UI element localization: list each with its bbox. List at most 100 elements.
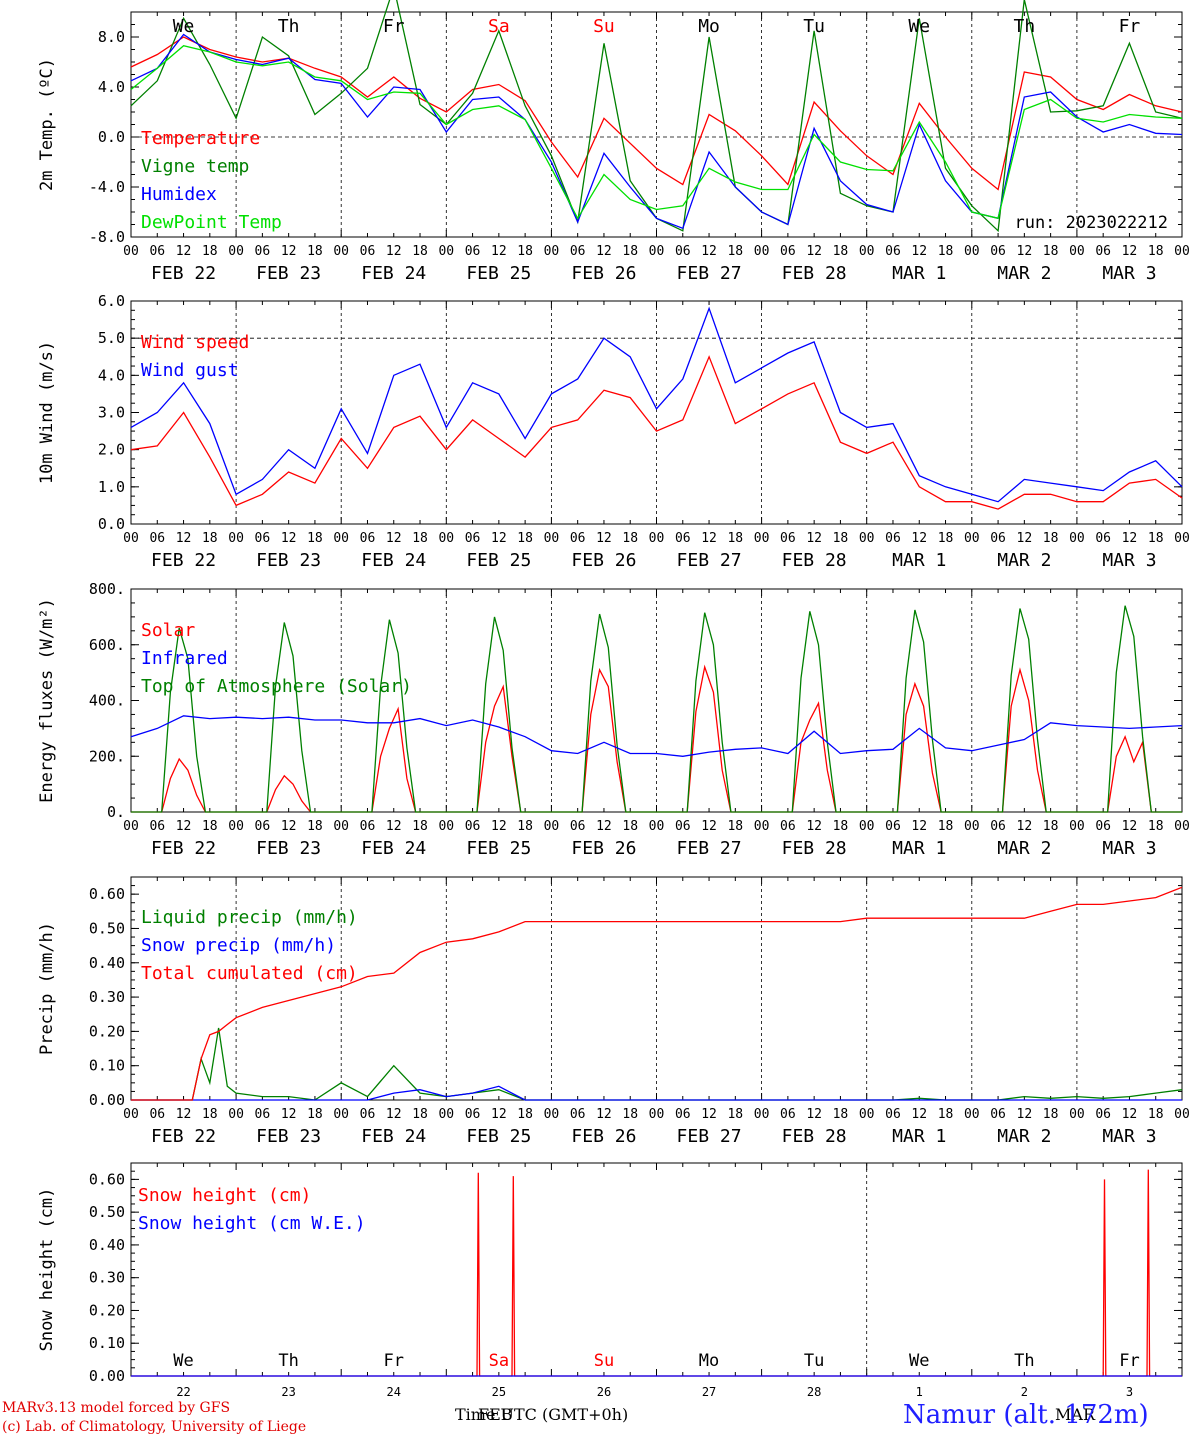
date-label: FEB 26 (571, 1126, 636, 1147)
hour-tick-label: 18 (412, 1107, 428, 1122)
hour-tick-label: 12 (806, 244, 822, 259)
x-axis-title-mar: MAR (1055, 1405, 1095, 1424)
series-line-blue (131, 1085, 1182, 1101)
hour-tick-label: 06 (149, 531, 165, 546)
date-label: FEB 24 (361, 263, 426, 284)
y-axis-label: 10m Wind (m/s) (37, 341, 57, 484)
weekday-label: Sa (488, 16, 510, 37)
hour-tick-label: 12 (176, 244, 192, 259)
y-tick-label: 0.10 (89, 1057, 125, 1075)
x-axis-title-feb: FEB (478, 1405, 513, 1424)
legend-entry: Infrared (141, 648, 228, 669)
hour-tick-label: 00 (228, 819, 244, 834)
hour-tick-label: 06 (675, 531, 691, 546)
date-label: FEB 25 (466, 263, 531, 284)
hour-tick-label: 06 (780, 531, 796, 546)
hour-tick-label: 18 (412, 819, 428, 834)
weekday-label: Fr (1119, 1351, 1139, 1371)
hour-tick-label: 00 (1069, 1107, 1085, 1122)
hour-tick-label: 18 (517, 819, 533, 834)
y-tick-label: 4.0 (98, 366, 125, 384)
hour-tick-label: 06 (780, 819, 796, 834)
hour-tick-label: 00 (649, 819, 665, 834)
legend-entry: Top of Atmosphere (Solar) (141, 676, 412, 697)
hour-tick-label: 06 (990, 531, 1006, 546)
hour-tick-label: 00 (544, 1107, 560, 1122)
hour-tick-label: 06 (675, 244, 691, 259)
hour-tick-label: 00 (649, 531, 665, 546)
hour-tick-label: 12 (386, 244, 402, 259)
y-axis-label: Energy fluxes (W/m²) (37, 598, 57, 803)
hour-tick-label: 00 (1174, 531, 1190, 546)
hour-tick-label: 12 (176, 531, 192, 546)
hour-tick-label: 18 (727, 819, 743, 834)
hour-tick-label: 12 (491, 244, 507, 259)
hour-tick-label: 00 (333, 244, 349, 259)
legend-entry: Wind speed (141, 332, 249, 353)
hour-tick-label: 18 (1148, 1107, 1164, 1122)
hour-tick-label: 00 (438, 1107, 454, 1122)
hour-tick-label: 12 (491, 531, 507, 546)
hour-tick-label: 00 (438, 819, 454, 834)
hour-tick-label: 18 (412, 244, 428, 259)
hour-tick-label: 00 (123, 244, 139, 259)
hour-tick-label: 12 (491, 1107, 507, 1122)
hour-tick-label: 00 (228, 1107, 244, 1122)
hour-tick-label: 00 (1069, 244, 1085, 259)
weekday-label: Th (1014, 1351, 1034, 1371)
hour-tick-label: 18 (727, 1107, 743, 1122)
y-tick-label: 400. (89, 692, 125, 710)
hour-tick-label: 00 (438, 244, 454, 259)
day-number-label: 2 (1021, 1385, 1028, 1399)
date-label: FEB 24 (361, 838, 426, 859)
hour-tick-label: 12 (911, 244, 927, 259)
legend-entry: DewPoint Temp (141, 212, 282, 233)
hour-tick-label: 06 (465, 531, 481, 546)
hour-tick-label: 00 (1069, 819, 1085, 834)
date-label: MAR 3 (1102, 838, 1156, 859)
hour-tick-label: 00 (649, 1107, 665, 1122)
hour-tick-label: 00 (754, 244, 770, 259)
hour-tick-label: 18 (622, 819, 638, 834)
y-tick-label: 3.0 (98, 404, 125, 422)
date-label: MAR 2 (997, 263, 1051, 284)
weekday-label: We (173, 1351, 193, 1371)
hour-tick-label: 12 (1122, 819, 1138, 834)
day-number-label: 26 (597, 1385, 611, 1399)
date-label: FEB 28 (782, 1126, 847, 1147)
date-label: FEB 28 (782, 550, 847, 571)
hour-tick-label: 12 (1122, 244, 1138, 259)
legend-entry: Snow height (cm) (138, 1185, 311, 1206)
y-tick-label: 0.30 (89, 988, 125, 1006)
hour-tick-label: 06 (675, 1107, 691, 1122)
hour-tick-label: 00 (964, 244, 980, 259)
hour-tick-label: 06 (1095, 244, 1111, 259)
lab-credit: (c) Lab. of Climatology, University of L… (2, 1419, 307, 1435)
hour-tick-label: 18 (517, 244, 533, 259)
hour-tick-label: 12 (281, 819, 297, 834)
weekday-label: Th (1014, 16, 1036, 37)
y-tick-label: 2.0 (98, 441, 125, 459)
y-tick-label: 0.0 (98, 128, 125, 146)
legend-entry: Wind gust (141, 360, 239, 381)
date-label: FEB 28 (782, 263, 847, 284)
hour-tick-label: 00 (859, 244, 875, 259)
y-tick-label: 0.10 (89, 1334, 125, 1352)
hour-tick-label: 06 (885, 819, 901, 834)
hour-tick-label: 18 (1148, 531, 1164, 546)
hour-tick-label: 12 (491, 819, 507, 834)
hour-tick-label: 12 (386, 531, 402, 546)
hour-tick-label: 06 (780, 244, 796, 259)
y-tick-label: 200. (89, 747, 125, 765)
date-label: MAR 3 (1102, 1126, 1156, 1147)
hour-tick-label: 00 (1069, 531, 1085, 546)
hour-tick-label: 12 (596, 244, 612, 259)
hour-tick-label: 12 (701, 1107, 717, 1122)
legend-entry: Temperature (141, 128, 260, 149)
hour-tick-label: 00 (754, 819, 770, 834)
hour-tick-label: 18 (202, 1107, 218, 1122)
hour-tick-label: 00 (438, 531, 454, 546)
hour-tick-label: 06 (885, 1107, 901, 1122)
date-label: FEB 22 (151, 1126, 216, 1147)
hour-tick-label: 12 (386, 1107, 402, 1122)
